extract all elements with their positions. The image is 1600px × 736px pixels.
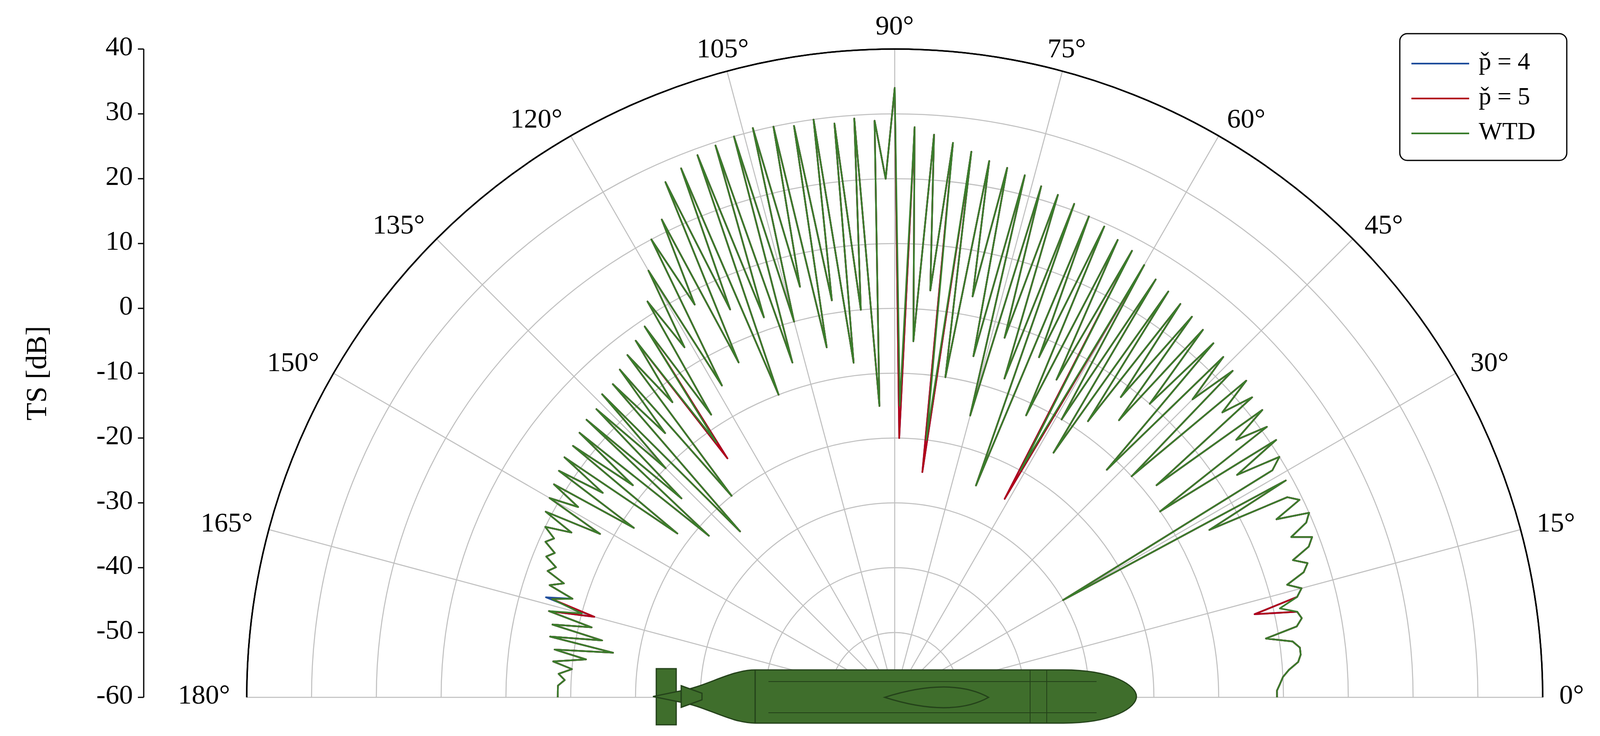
y-tick [137,307,144,310]
angle-tick-label: 165° [200,506,253,538]
y-tick [137,48,144,50]
legend-label: p̌ = 4 [1478,47,1531,75]
legend: p̌ = 4 p̌ = 5 WTD [1399,33,1567,161]
legend-swatch [1411,97,1470,100]
angle-tick-label: 60° [1226,103,1266,134]
radial-grid-ring [311,113,1478,697]
y-tick [137,372,144,374]
radial-grid-ring [570,373,1219,697]
hull-seam [754,669,756,723]
radial-grid-ring [376,178,1414,697]
radial-grid-ring [635,437,1154,697]
hull-line [768,680,1097,682]
stern-plane [681,685,702,707]
radial-grid-ring [700,502,1090,697]
y-tick-label: -40 [96,549,133,580]
legend-swatch [1411,132,1470,135]
tail-cone [652,690,682,702]
y-tick [137,113,144,115]
angle-tick-label: 0° [1559,678,1584,710]
range-arc [246,49,1543,697]
hull-band [1030,669,1047,723]
angle-tick-label: 105° [696,32,749,64]
chart: 0° 15° 30° 45° 60° 75° 90° 105° 120° 135° 150° 165°… [0,0,1600,736]
angle-tick-label: 135° [372,208,425,240]
legend-label: p̌ = 5 [1478,82,1531,110]
y-tick [137,437,144,439]
series-line [545,88,1313,697]
y-tick [137,631,144,634]
angle-tick-label: 150° [267,346,320,377]
y-tick-label: -30 [96,484,133,515]
legend-box [1399,33,1567,161]
angle-tick-label: 15° [1536,506,1575,538]
y-tick-label: 20 [105,160,133,191]
y-tick-label: 30 [105,95,133,126]
y-tick-label: -60 [96,678,133,710]
y-tick-label: -10 [96,354,133,386]
angle-tick-label: 75° [1047,32,1086,64]
legend-swatch [1411,62,1470,65]
y-tick-label: -50 [96,613,133,645]
y-tick [137,242,144,245]
y-tick-label: 10 [105,225,133,256]
outer-ring [246,49,1543,697]
series-line [545,88,1313,697]
submarine-illustration [652,668,1137,725]
series-line [545,88,1313,697]
y-tick [137,696,144,698]
sail-outline [884,686,989,708]
hull-line [768,711,1097,713]
radial-grid-ring [505,308,1284,697]
y-tick [137,566,144,569]
legend-label: WTD [1478,117,1536,145]
y-axis-label: TS [dB] [20,325,53,421]
y-tick-label: 0 [119,289,133,321]
y-tick-label: 40 [105,30,133,62]
grid [246,49,1543,697]
series-group [545,88,1313,697]
y-tick [137,178,144,180]
angle-tick-label: 120° [510,103,563,134]
hull [681,669,1137,723]
angle-tick-label: 180° [178,678,231,710]
y-tick [137,502,144,504]
radial-axis: -60 -50 -40 -30 -20 -10 0 10 20 30 40 [96,30,144,710]
y-tick-label: -20 [96,419,133,450]
angle-tick-label: 30° [1470,346,1509,377]
angle-tick-label: 90° [875,9,914,41]
angle-tick-label: 45° [1364,208,1403,240]
